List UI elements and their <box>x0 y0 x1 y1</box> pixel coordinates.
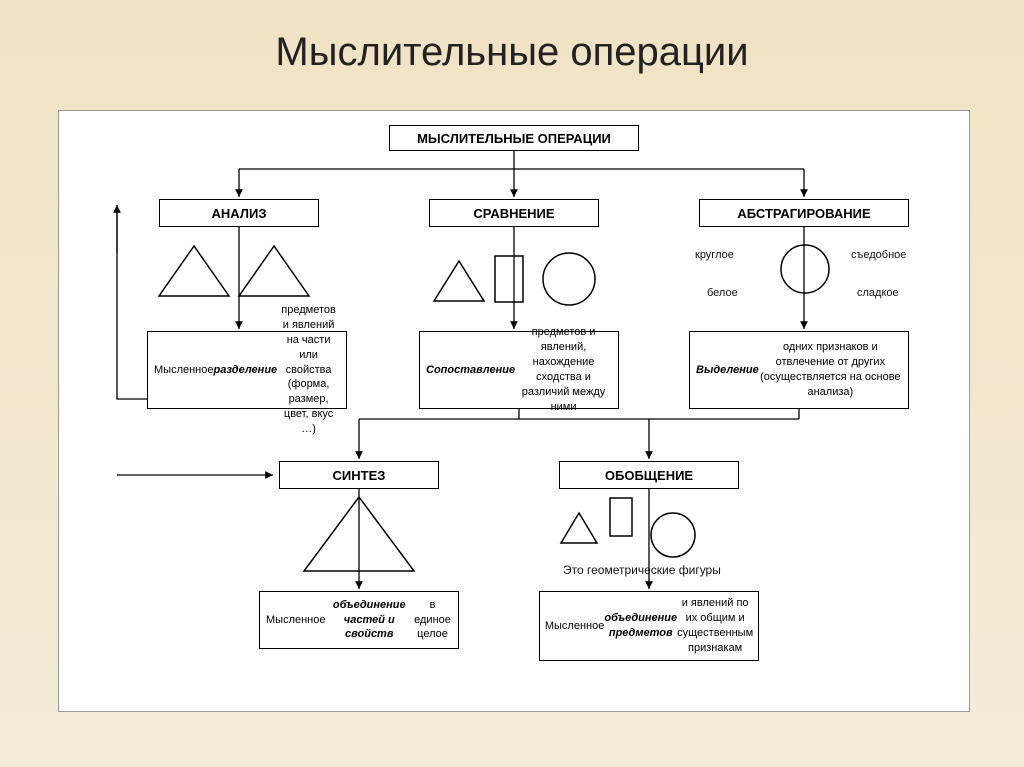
label-geomCaption: Это геометрические фигуры <box>563 563 721 577</box>
label-sjedobnoe: съедобное <box>851 249 906 261</box>
node-abstraction_desc: Выделение одних признаков и отвлечение о… <box>689 331 909 409</box>
diagram-canvas: МЫСЛИТЕЛЬНЫЕ ОПЕРАЦИИ АНАЛИЗ СРАВНЕНИЕ АБСТ… <box>58 110 970 712</box>
node-synthesis: СИНТЕЗ <box>279 461 439 489</box>
label-krugloe: круглое <box>695 249 734 261</box>
node-analysis: АНАЛИЗ <box>159 199 319 227</box>
label-sladkoe: сладкое <box>857 287 899 299</box>
node-generalization_desc: Мысленное объединение предметов и явлени… <box>539 591 759 661</box>
node-synthesis_desc: Мысленное объединение частей и свойств в… <box>259 591 459 649</box>
node-abstraction: АБСТРАГИРОВАНИЕ <box>699 199 909 227</box>
node-analysis_desc: Мысленное разделение предметов и явлений… <box>147 331 347 409</box>
node-generalization: ОБОБЩЕНИЕ <box>559 461 739 489</box>
node-comparison: СРАВНЕНИЕ <box>429 199 599 227</box>
node-root: МЫСЛИТЕЛЬНЫЕ ОПЕРАЦИИ <box>389 125 639 151</box>
slide-title: Мыслительные операции <box>0 0 1024 75</box>
label-beloe: белое <box>707 287 738 299</box>
slide: Мыслительные операции МЫСЛИТЕЛЬНЫЕ ОПЕРА… <box>0 0 1024 767</box>
node-comparison_desc: Сопоставление предметов и явлений, нахож… <box>419 331 619 409</box>
